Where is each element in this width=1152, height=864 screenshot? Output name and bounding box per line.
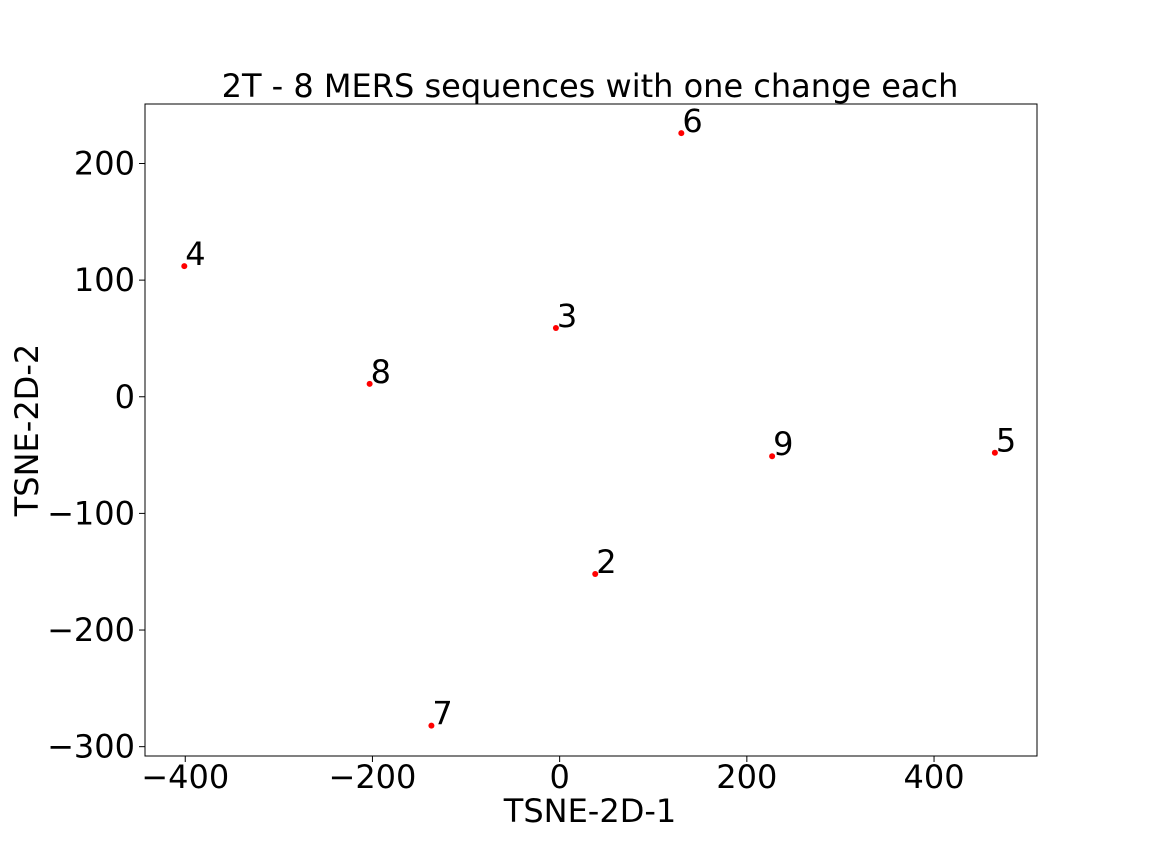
- y-tick-label: 0: [115, 378, 135, 416]
- x-axis: −400 −200 0 200 400: [141, 756, 965, 796]
- chart-title: 2T - 8 MERS sequences with one change ea…: [222, 67, 959, 105]
- point-label: 8: [371, 353, 391, 391]
- y-tick-label: 100: [74, 261, 135, 299]
- y-tick-label: 200: [74, 144, 135, 182]
- plot-area: [144, 103, 1038, 757]
- point-label: 9: [773, 425, 793, 463]
- data-point: [769, 453, 776, 460]
- data-point: [592, 571, 599, 578]
- x-axis-label: TSNE-2D-1: [503, 792, 676, 830]
- data-point: [366, 380, 373, 387]
- point-label: 3: [557, 297, 577, 335]
- x-tick-label: −400: [141, 758, 229, 796]
- x-tick-label: 0: [549, 758, 569, 796]
- x-tick-label: 400: [904, 758, 965, 796]
- data-point: [552, 324, 559, 331]
- y-tick-label: −200: [47, 611, 135, 649]
- y-tick-label: −100: [47, 494, 135, 532]
- point-label: 7: [432, 695, 452, 733]
- data-point: [678, 130, 685, 137]
- y-tick-label: −300: [47, 728, 135, 766]
- data-points: 2 3 4 5 6 7 8 9: [181, 102, 1016, 733]
- data-point: [991, 449, 998, 456]
- point-label: 2: [596, 543, 616, 581]
- x-tick-label: −200: [329, 758, 417, 796]
- point-label: 5: [996, 422, 1016, 460]
- x-tick-label: 200: [716, 758, 777, 796]
- data-point: [181, 263, 188, 270]
- data-point: [428, 722, 435, 729]
- point-label: 4: [185, 235, 205, 273]
- y-axis-label: TSNE-2D-2: [8, 344, 46, 517]
- point-label: 6: [682, 102, 702, 140]
- y-axis: −300 −200 −100 0 100 200: [47, 144, 145, 766]
